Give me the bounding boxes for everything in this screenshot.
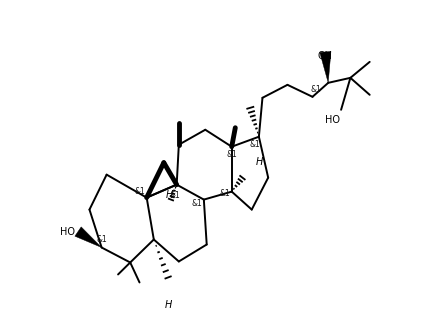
Text: H: H [166,190,173,200]
Text: &1: &1 [250,140,261,149]
Text: &1: &1 [311,85,322,94]
Text: &1: &1 [96,235,107,244]
Text: H: H [255,157,263,167]
Text: OH: OH [318,51,333,61]
Text: &1: &1 [226,150,237,159]
Text: &1: &1 [191,199,202,208]
Text: &1: &1 [220,189,231,198]
Text: H: H [164,300,172,310]
Text: HO: HO [60,227,75,237]
Text: HO: HO [325,115,340,126]
Text: &1: &1 [134,187,145,196]
Polygon shape [320,51,331,83]
Polygon shape [75,227,102,248]
Text: &1: &1 [170,191,180,200]
